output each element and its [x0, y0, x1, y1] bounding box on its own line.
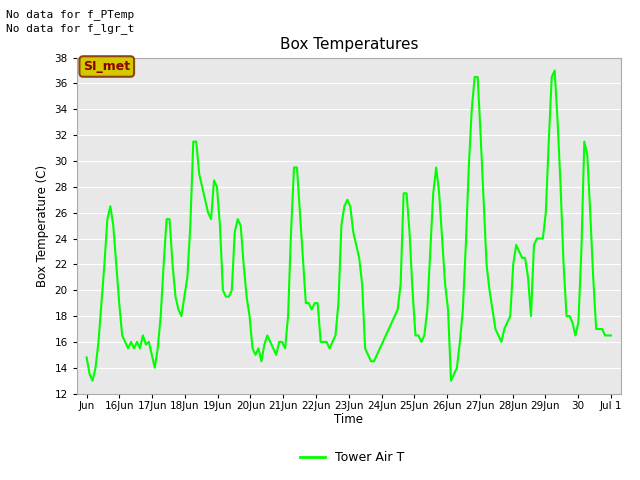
Legend: Tower Air T: Tower Air T: [295, 446, 409, 469]
X-axis label: Time: Time: [334, 413, 364, 426]
Y-axis label: Box Temperature (C): Box Temperature (C): [36, 165, 49, 287]
Title: Box Temperatures: Box Temperatures: [280, 37, 418, 52]
Text: SI_met: SI_met: [83, 60, 131, 73]
Text: No data for f_PTemp: No data for f_PTemp: [6, 9, 134, 20]
Text: No data for f_lgr_t: No data for f_lgr_t: [6, 23, 134, 34]
